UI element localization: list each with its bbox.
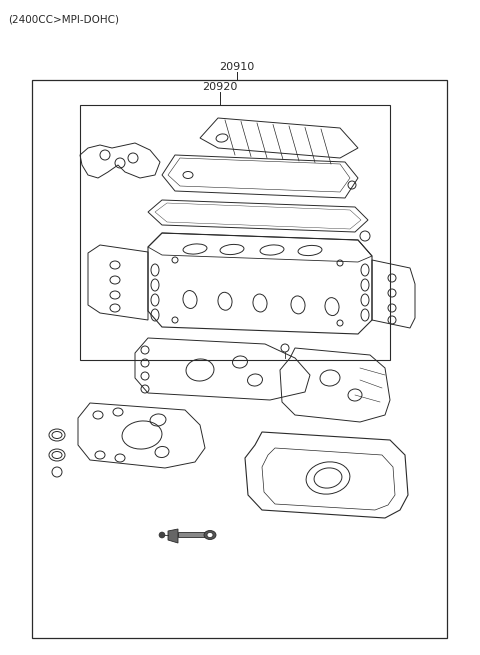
Ellipse shape bbox=[207, 533, 213, 538]
Polygon shape bbox=[178, 532, 205, 537]
Ellipse shape bbox=[204, 531, 216, 540]
Text: 20910: 20910 bbox=[219, 62, 254, 72]
Text: (2400CC>MPI-DOHC): (2400CC>MPI-DOHC) bbox=[8, 15, 119, 25]
Bar bbox=[32, 80, 447, 638]
Circle shape bbox=[159, 532, 165, 538]
Text: 20920: 20920 bbox=[202, 82, 238, 92]
Bar bbox=[80, 105, 390, 360]
Polygon shape bbox=[168, 529, 178, 543]
